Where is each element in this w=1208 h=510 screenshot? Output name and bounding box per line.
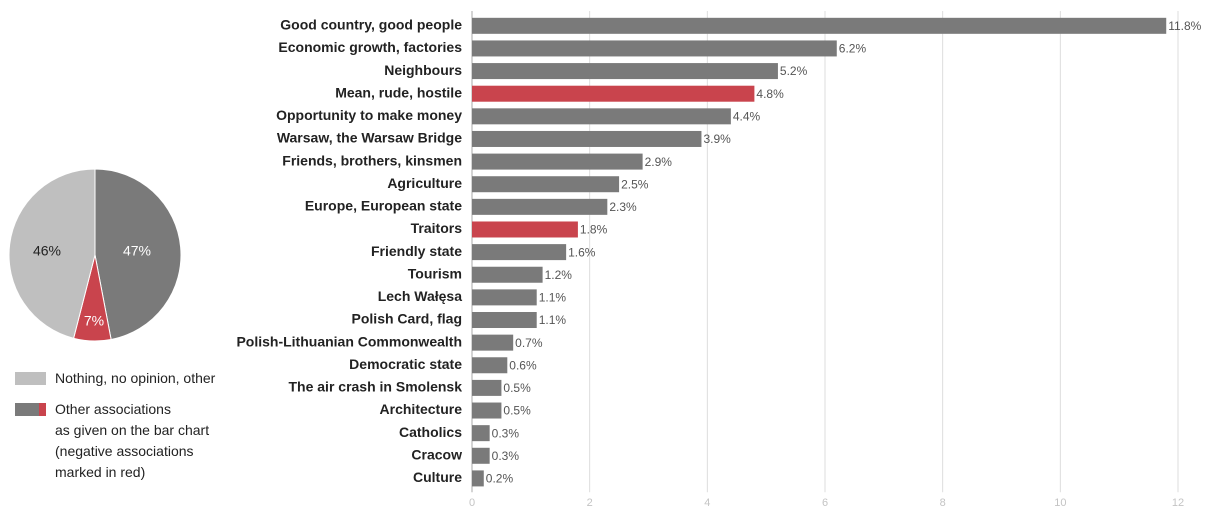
data-label: 1.8%: [580, 223, 608, 237]
data-label: 0.2%: [486, 472, 514, 486]
category-label: Good country, good people: [280, 17, 462, 33]
bar: [472, 447, 490, 464]
x-tick-label: 6: [822, 497, 828, 509]
data-label: 0.3%: [492, 426, 520, 440]
bar: [472, 425, 490, 442]
data-label: 0.3%: [492, 449, 520, 463]
x-tick-label: 12: [1172, 497, 1184, 509]
bar: [472, 221, 578, 238]
category-label: Lech Wałęsa: [378, 288, 463, 304]
legend-swatch-gray-red: [15, 403, 46, 416]
category-label: Europe, European state: [305, 198, 462, 214]
x-tick-label: 4: [704, 497, 710, 509]
x-tick-label: 10: [1054, 497, 1066, 509]
category-label: Tourism: [408, 265, 462, 281]
x-tick-label: 2: [587, 497, 593, 509]
x-tick-label: 8: [940, 497, 946, 509]
bar: [472, 312, 537, 329]
data-label: 1.2%: [545, 268, 573, 282]
category-label: Warsaw, the Warsaw Bridge: [277, 130, 462, 146]
data-label: 1.1%: [539, 291, 567, 305]
pie-chart: 47% 7% 46%: [8, 168, 182, 342]
category-label: Neighbours: [384, 62, 462, 78]
category-label: Culture: [413, 469, 462, 485]
bar: [472, 244, 567, 261]
data-label: 6.2%: [839, 42, 867, 56]
bar: [472, 334, 514, 351]
category-label: The air crash in Smolensk: [288, 379, 462, 395]
x-tick-label: 0: [469, 497, 475, 509]
bar: [472, 85, 755, 102]
bar: [472, 40, 837, 57]
bar: [472, 402, 502, 419]
bar: [472, 108, 731, 125]
pie-slice-label: 47%: [123, 243, 151, 259]
legend-label: Nothing, no opinion, other: [55, 370, 216, 386]
category-label: Friendly state: [371, 243, 462, 259]
data-label: 0.5%: [503, 381, 531, 395]
category-label: Catholics: [399, 424, 462, 440]
category-label: Friends, brothers, kinsmen: [282, 152, 462, 168]
bar: [472, 470, 484, 487]
data-label: 0.5%: [503, 404, 531, 418]
data-label: 2.9%: [645, 155, 673, 169]
data-label: 2.3%: [609, 200, 637, 214]
data-label: 2.5%: [621, 177, 649, 191]
category-label: Opportunity to make money: [276, 107, 462, 123]
category-label: Agriculture: [387, 175, 462, 191]
category-label: Cracow: [411, 446, 462, 462]
bar: [472, 289, 537, 306]
data-label: 1.6%: [568, 245, 596, 259]
data-label: 4.4%: [733, 110, 761, 124]
data-label: 3.9%: [703, 132, 731, 146]
bar: [472, 63, 778, 80]
bar: [472, 17, 1167, 34]
data-label: 1.1%: [539, 313, 567, 327]
category-label: Mean, rude, hostile: [335, 84, 462, 100]
category-label: Traitors: [411, 220, 463, 236]
data-label: 11.8%: [1168, 19, 1201, 33]
pie-slice-label: 46%: [33, 243, 61, 259]
bar: [472, 357, 508, 374]
pie-slice: [94, 168, 182, 341]
data-label: 0.6%: [509, 358, 537, 372]
data-label: 4.8%: [756, 87, 784, 101]
bar: [472, 130, 702, 147]
bar: [472, 266, 543, 283]
pie-slice-label: 7%: [84, 313, 104, 329]
legend-swatch-gray: [15, 372, 46, 385]
data-label: 0.7%: [515, 336, 543, 350]
bar: [472, 176, 620, 193]
bar: [472, 379, 502, 396]
data-label: 5.2%: [780, 64, 808, 78]
category-label: Architecture: [380, 401, 463, 417]
legend-label: Other associations as given on the bar c…: [55, 401, 210, 480]
category-label: Economic growth, factories: [278, 39, 462, 55]
category-label: Democratic state: [349, 356, 462, 372]
category-label: Polish-Lithuanian Commonwealth: [236, 333, 462, 349]
pie-slice: [8, 168, 96, 339]
bar: [472, 198, 608, 215]
bar: [472, 153, 643, 170]
category-label: Polish Card, flag: [352, 311, 462, 327]
